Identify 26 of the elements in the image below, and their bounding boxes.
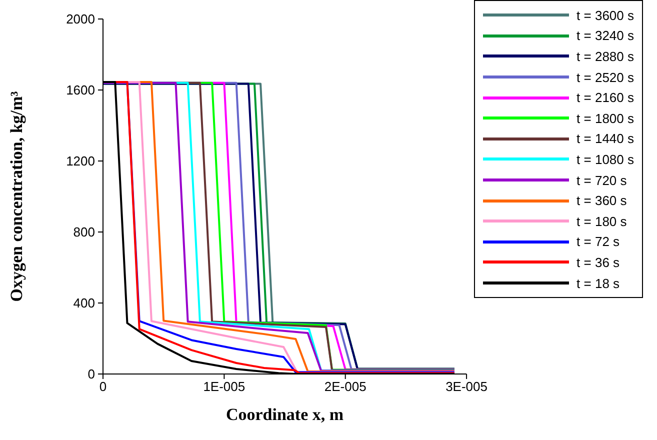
y-tick-label: 0 [88,366,95,382]
text: t = 36 s [576,254,620,270]
x-axis-title: Coordinate x, m [226,405,344,424]
y-tick-label: 1200 [66,154,95,169]
text: t = 1800 s [576,110,634,126]
text: t = 2880 s [576,48,634,64]
text: t = 2160 s [576,90,634,106]
text: t = 3240 s [576,28,634,44]
text: t = 2520 s [576,70,634,85]
text: t = 1440 s [576,131,634,146]
text: t = 18 s [576,276,620,291]
y-tick-label: 400 [73,296,95,311]
x-tick-label: 0 [99,379,107,394]
text: t = 3600 s [576,8,634,23]
text: t = 72 s [576,234,620,250]
text: t = 1080 s [576,152,634,167]
x-tick-label: 3E-005 [446,379,488,394]
text: t = 720 s [576,172,627,188]
y-tick-label: 800 [73,224,95,240]
text: t = 180 s [576,214,627,229]
y-axis-title: Oxygen concentration, kg/m³ [7,91,26,302]
y-tick-label: 2000 [66,12,95,27]
text: t = 360 s [576,193,627,208]
x-tick-label: 2E-005 [324,379,366,394]
x-tick-label: 1E-005 [203,379,246,394]
y-tick-label: 1600 [66,82,95,98]
